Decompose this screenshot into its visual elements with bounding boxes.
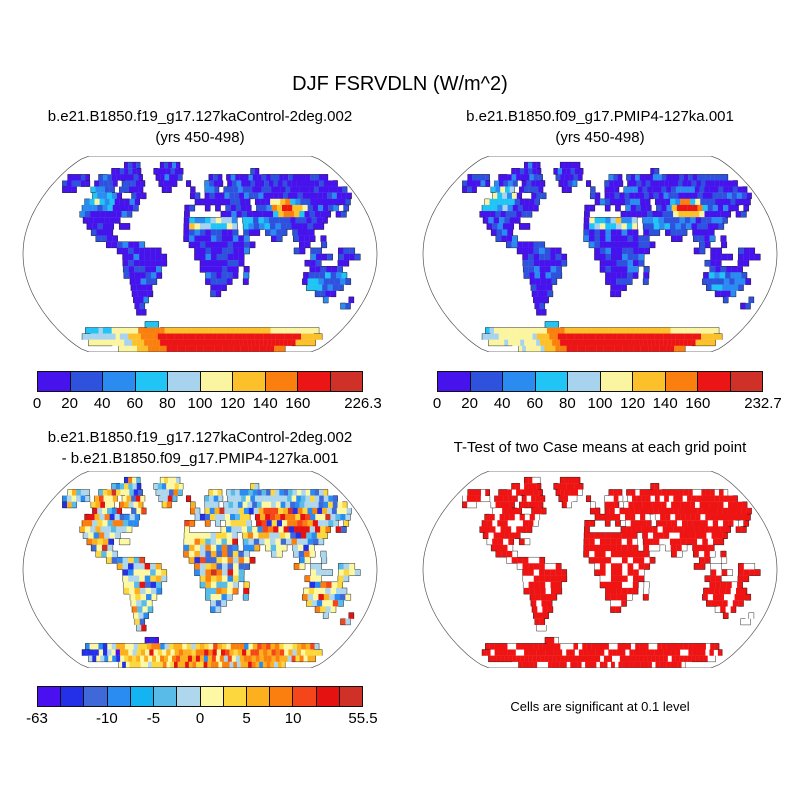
colorbar-segment: [293, 687, 317, 706]
colorbar-segment: [470, 372, 503, 391]
colorbar-segment: [200, 372, 233, 391]
colorbar-difference-labels: -63 -10 -5 0 5 10 55.5: [26, 710, 377, 728]
panel-diff-title: b.e21.B1850.f19_g17.127kaControl-2deg.00…: [0, 427, 400, 469]
panel-diff-title-line2: - b.e21.B1850.f09_g17.PMIP4-127ka.001: [61, 450, 339, 467]
colorbar-case2: [437, 371, 763, 392]
colorbar-segment: [233, 372, 266, 391]
colorbar-segment: [503, 372, 536, 391]
map-outline: [422, 156, 778, 352]
colorbar-case2-labels: 0 20 40 60 80 100 120 140 160 232.7: [433, 395, 782, 413]
map-outline: [22, 471, 378, 668]
colorbar-segment: [38, 687, 62, 706]
colorbar-segment: [61, 687, 85, 706]
colorbar-tick-label: 160: [685, 395, 711, 412]
colorbar-segment: [535, 372, 568, 391]
colorbar-segment: [103, 372, 136, 391]
map-ttest: [422, 471, 778, 668]
colorbar-segment: [265, 372, 298, 391]
colorbar-tick-label: 0: [195, 710, 205, 727]
colorbar-tick-label: 40: [93, 395, 111, 412]
map-cells: [462, 162, 761, 352]
map-outline: [22, 156, 378, 352]
colorbar-segment: [298, 372, 331, 391]
colorbar-tick-label: 120: [620, 395, 646, 412]
colorbar-segment: [107, 687, 131, 706]
colorbar-tick-label: 60: [526, 395, 544, 412]
colorbar-case1: [37, 371, 363, 392]
panel-case2-title: b.e21.B1850.f09_g17.PMIP4-127ka.001 (yrs…: [400, 106, 800, 148]
colorbar-case1-labels: 0 20 40 60 80 100 120 140 160 226.3: [33, 395, 382, 413]
colorbar-segment: [135, 372, 168, 391]
panel-case1-title-line1: b.e21.B1850.f19_g17.127kaControl-2deg.00…: [47, 108, 353, 125]
colorbar-tick-label: 0: [432, 395, 442, 412]
map-cells: [62, 162, 361, 352]
map-cells: [62, 477, 361, 668]
colorbar-tick-label: 140: [652, 395, 678, 412]
colorbar-segment: [200, 687, 224, 706]
colorbar-segment: [330, 372, 362, 391]
panel-case1-title-line2: (yrs 450-498): [155, 129, 245, 146]
colorbar-segment: [730, 372, 762, 391]
map-cells: [462, 477, 761, 668]
colorbar-segment: [38, 372, 71, 391]
colorbar-tick-label: 120: [220, 395, 246, 412]
coastlines: [462, 161, 761, 352]
colorbar-tick-label: -63: [26, 710, 48, 727]
panel-diff-title-line1: b.e21.B1850.f19_g17.127kaControl-2deg.00…: [47, 429, 353, 446]
colorbar-tick-label: 100: [587, 395, 613, 412]
colorbar-segment: [438, 372, 471, 391]
colorbar-segment: [600, 372, 633, 391]
colorbar-tick-label: 160: [285, 395, 311, 412]
colorbar-tick-label: 80: [559, 395, 576, 412]
colorbar-segment: [665, 372, 698, 391]
colorbar-tick-label: -10: [96, 710, 118, 727]
panel-case1-title: b.e21.B1850.f19_g17.127kaControl-2deg.00…: [0, 106, 400, 148]
colorbar-segment: [177, 687, 201, 706]
map-difference: [22, 471, 378, 668]
colorbar-tick-label: 0: [32, 395, 42, 412]
colorbar-tick-label: 55.5: [348, 710, 378, 727]
colorbar-tick-label: 5: [242, 710, 251, 727]
colorbar-segment: [698, 372, 731, 391]
colorbar-tick-label: 80: [159, 395, 176, 412]
colorbar-tick-label: 10: [284, 710, 302, 727]
colorbar-segment: [339, 687, 363, 706]
colorbar-segment: [70, 372, 103, 391]
colorbar-tick-label: 40: [493, 395, 511, 412]
panel-ttest-title-line1: T-Test of two Case means at each grid po…: [453, 439, 747, 456]
colorbar-tick-label: 20: [461, 395, 478, 412]
coastlines: [462, 476, 761, 668]
colorbar-segment: [154, 687, 178, 706]
colorbar-tick-label: 60: [126, 395, 144, 412]
coastlines: [62, 476, 361, 668]
colorbar-segment: [316, 687, 340, 706]
colorbar-segment: [168, 372, 201, 391]
colorbar-difference: [37, 686, 363, 707]
colorbar-tick-label: 100: [187, 395, 213, 412]
colorbar-segment: [223, 687, 247, 706]
colorbar-tick-label: 140: [252, 395, 278, 412]
map-case1: [22, 156, 378, 352]
panel-case2-title-line2: (yrs 450-498): [555, 129, 645, 146]
colorbar-tick-label: 20: [61, 395, 78, 412]
map-outline: [422, 471, 778, 668]
map-case2: [422, 156, 778, 352]
colorbar-segment: [568, 372, 601, 391]
colorbar-segment: [246, 687, 271, 706]
panel-case2-title-line1: b.e21.B1850.f09_g17.PMIP4-127ka.001: [466, 108, 734, 125]
panel-ttest-title: T-Test of two Case means at each grid po…: [400, 437, 800, 458]
figure-title: DJF FSRVDLN (W/m^2): [292, 73, 508, 95]
colorbar-tick-label: -5: [146, 710, 161, 727]
colorbar-tick-label: 226.3: [344, 395, 382, 412]
colorbar-tick-label: 232.7: [744, 395, 782, 412]
ttest-caption: Cells are significant at 0.1 level: [510, 699, 690, 714]
colorbar-segment: [633, 372, 666, 391]
colorbar-segment: [270, 687, 294, 706]
coastlines: [62, 161, 361, 352]
colorbar-segment: [130, 687, 155, 706]
colorbar-segment: [84, 687, 108, 706]
